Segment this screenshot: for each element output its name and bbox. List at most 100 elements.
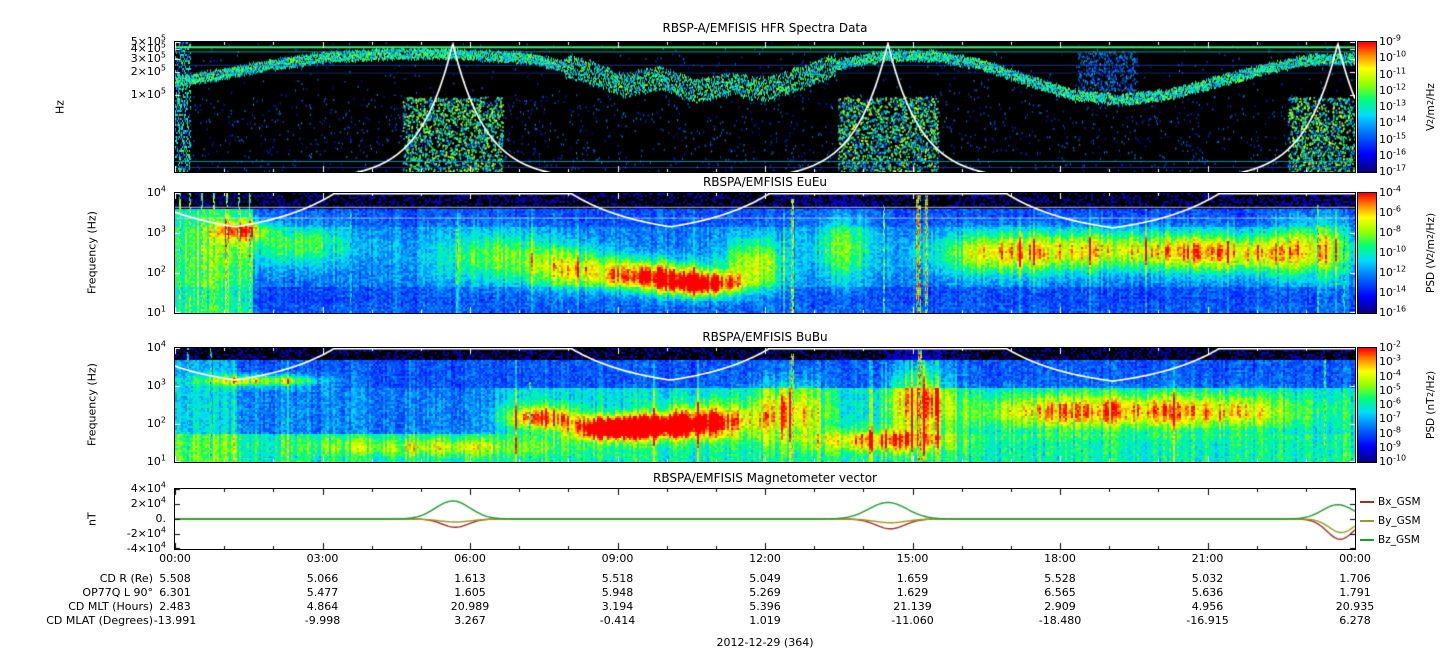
bx-line-swatch — [1360, 500, 1374, 503]
footer-value: 1.791 — [1339, 586, 1371, 599]
eueu-colorbar — [1357, 192, 1377, 314]
y-tick-label: 0. — [155, 512, 167, 525]
footer-value: 5.528 — [1044, 572, 1076, 585]
colorbar-tick-label: 10-16 — [1379, 304, 1407, 319]
colorbar-tick-label: 10-14 — [1379, 114, 1407, 130]
x-tick-label: 18:00 — [1044, 552, 1076, 565]
colorbar-tick-label: 10-5 — [1379, 382, 1401, 397]
footer-value: 5.396 — [749, 600, 781, 613]
footer-value: 3.267 — [454, 614, 486, 627]
footer-value: 5.269 — [749, 586, 781, 599]
y-tick-label: 104 — [146, 339, 166, 354]
colorbar-tick-label: 10-8 — [1379, 424, 1401, 440]
footer-value: 6.565 — [1044, 586, 1076, 599]
footer-row-label: CD R (Re) — [99, 572, 153, 585]
y-tick-label: 103 — [146, 377, 166, 392]
y-tick-label: 4×104 — [130, 480, 166, 495]
colorbar-tick-label: 10-16 — [1379, 147, 1407, 162]
footer-value: 20.935 — [1335, 600, 1375, 613]
footer-value: 6.278 — [1339, 614, 1371, 627]
eueu-colorbar-label: PSD (V 2/m 2/Hz) — [1425, 212, 1437, 294]
by-line-swatch — [1360, 519, 1374, 522]
footer-value: 1.659 — [896, 572, 929, 585]
colorbar-tick-label: 10-11 — [1379, 65, 1407, 81]
y-tick-label: 101 — [146, 304, 166, 319]
date-label: 2012-12-29 (364) — [716, 636, 814, 649]
colorbar-tick-label: 10-12 — [1379, 82, 1407, 97]
colorbar-tick-label: 10-6 — [1379, 204, 1401, 219]
colorbar-tick-label: 10-9 — [1379, 439, 1401, 454]
footer-value: 2.909 — [1044, 600, 1076, 613]
y-tick-label: 101 — [146, 453, 166, 468]
y-tick-label: 103 — [146, 224, 166, 239]
colorbar-tick-label: 10-6 — [1379, 396, 1401, 411]
bubu-colorbar-label: PSD (nT 2/Hz) — [1425, 371, 1437, 439]
y-tick-label: 5×105 — [130, 33, 166, 48]
y-tick-label: -4×104 — [126, 540, 166, 555]
y-tick-label: 102 — [146, 415, 166, 430]
y-tick-label: 1×105 — [130, 86, 166, 102]
footer-value: 20.989 — [450, 600, 490, 613]
y-tick-label: 4×105 — [130, 40, 166, 56]
colorbar-tick-label: 10-3 — [1379, 353, 1401, 369]
footer-value: -16.915 — [1186, 614, 1229, 627]
x-tick-label: 12:00 — [749, 552, 781, 565]
footer-value: 1.605 — [454, 586, 486, 599]
x-tick-label: 21:00 — [1191, 552, 1224, 565]
colorbar-tick-label: 10-2 — [1379, 339, 1401, 354]
panel3-title: RBSPA/EMFISIS BuBu — [702, 330, 828, 344]
y-tick-label: 102 — [146, 264, 166, 279]
footer-value: 5.508 — [159, 572, 191, 585]
footer-value: 3.194 — [601, 600, 634, 613]
colorbar-tick-label: 10-8 — [1379, 224, 1401, 239]
panel4-title: RBSPA/EMFISIS Magnetometer vector — [653, 471, 877, 485]
y-tick-label: 2×105 — [130, 63, 166, 79]
bz-line-swatch — [1360, 538, 1374, 541]
panel1-title: RBSP-A/EMFISIS HFR Spectra Data — [662, 21, 868, 35]
y-tick-label: 3×105 — [130, 50, 166, 66]
colorbar-tick-label: 10-15 — [1379, 130, 1407, 146]
panel2-title: RBSPA/EMFISIS EuEu — [702, 175, 828, 189]
footer-value: 1.613 — [454, 572, 486, 585]
footer-value: -9.998 — [304, 614, 341, 627]
panel3-yaxis-label: Frequency (Hz) — [85, 363, 99, 447]
colorbar-tick-label: 10-12 — [1379, 264, 1407, 279]
footer-value: -0.414 — [599, 614, 636, 627]
y-tick-label: -2×104 — [126, 525, 166, 540]
by-legend-label: By_GSM — [1378, 514, 1421, 527]
bubu-spectrogram-plot — [174, 347, 1356, 463]
footer-value: 1.019 — [749, 614, 781, 627]
footer-value: -13.991 — [153, 614, 197, 627]
footer-value: 5.518 — [601, 572, 634, 585]
footer-row-label: CD MLT (Hours) — [68, 600, 153, 613]
footer-row-label: OP77Q L 90° — [82, 586, 153, 599]
y-tick-label: 104 — [146, 184, 166, 199]
hfr-colorbar-label: V 2/m 2/Hz — [1425, 82, 1437, 132]
bubu-colorbar — [1357, 347, 1377, 463]
legend-item-bz: Bz_GSM — [1360, 530, 1421, 549]
footer-value: 4.864 — [306, 600, 339, 613]
colorbar-tick-label: 10-13 — [1379, 98, 1407, 113]
colorbar-tick-label: 10-9 — [1379, 33, 1401, 48]
magnetometer-line-plot — [174, 488, 1356, 550]
footer-value: 5.477 — [306, 586, 339, 599]
footer-value: -11.060 — [891, 614, 934, 627]
x-tick-label: 06:00 — [454, 552, 486, 565]
y-tick-label: 2×104 — [130, 495, 166, 510]
footer-value: 1.706 — [1339, 572, 1371, 585]
footer-value: 5.636 — [1191, 586, 1224, 599]
magnetometer-legend: Bx_GSM By_GSM Bz_GSM — [1360, 492, 1421, 549]
footer-value: 5.049 — [749, 572, 781, 585]
footer-value: 5.032 — [1191, 572, 1224, 585]
x-tick-label: 15:00 — [896, 552, 929, 565]
x-tick-label: 03:00 — [306, 552, 339, 565]
footer-value: 6.301 — [159, 586, 191, 599]
footer-value: 5.066 — [306, 572, 339, 585]
colorbar-tick-label: 10-7 — [1379, 410, 1401, 426]
footer-value: 4.956 — [1191, 600, 1224, 613]
footer-value: 1.629 — [896, 586, 929, 599]
x-tick-label: 09:00 — [601, 552, 634, 565]
colorbar-tick-label: 10-14 — [1379, 284, 1407, 299]
footer-value: -18.480 — [1038, 614, 1082, 627]
